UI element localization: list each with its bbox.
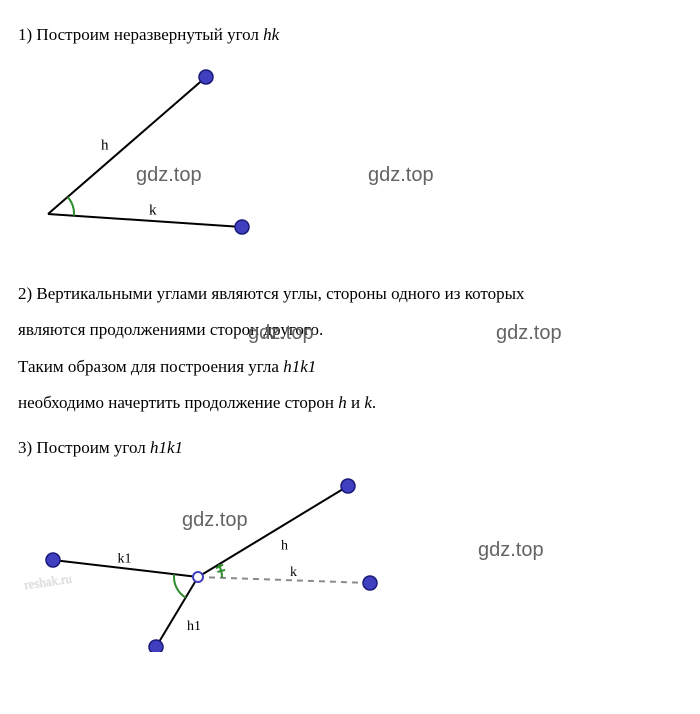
- step1-var: hk: [263, 25, 279, 44]
- svg-text:k1: k1: [118, 551, 132, 566]
- step2-line4-pre: необходимо начертить продолжение сторон: [18, 393, 338, 412]
- step1-text: 1) Построим неразвернутый угол hk: [18, 20, 682, 51]
- figure-2: hkh1k1 gdz.top gdz.top reshak.ru: [18, 472, 682, 652]
- step2-line2: являются продолжениями сторон другого.: [18, 315, 682, 346]
- step2-line4-var1: h: [338, 393, 347, 412]
- svg-text:k: k: [290, 565, 297, 580]
- step2-line3-var: h1k1: [283, 357, 316, 376]
- step2-line4-post: .: [372, 393, 376, 412]
- svg-text:k: k: [149, 202, 157, 218]
- step2-line2-wrap: являются продолжениями сторон другого. g…: [18, 315, 682, 346]
- watermark: gdz.top: [478, 532, 544, 568]
- step3-pre: 3) Построим угол: [18, 438, 150, 457]
- vertical-angles-svg: hk h1 k1: [18, 472, 398, 652]
- step3-text: 3) Построим угол h1k1: [18, 433, 682, 464]
- step2-line1: 2) Вертикальными углами являются углы, с…: [18, 279, 682, 310]
- step1-pre: 1) Построим неразвернутый угол: [18, 25, 263, 44]
- svg-text:h: h: [101, 137, 109, 153]
- watermark: gdz.top: [368, 157, 434, 193]
- figure-1: hk gdz.top gdz.top: [18, 59, 682, 249]
- svg-text:h1: h1: [187, 619, 201, 634]
- step2-line4-mid: и: [347, 393, 365, 412]
- angle-hk-svg: hk: [18, 59, 278, 249]
- step2-line3-pre: Таким образом для построения угла: [18, 357, 283, 376]
- step2-line4: необходимо начертить продолжение сторон …: [18, 388, 682, 419]
- step2-line3: Таким образом для построения угла h1k1: [18, 352, 682, 383]
- step2-line4-var2: k: [364, 393, 372, 412]
- step3-var: h1k1: [150, 438, 183, 457]
- svg-text:h: h: [281, 538, 288, 553]
